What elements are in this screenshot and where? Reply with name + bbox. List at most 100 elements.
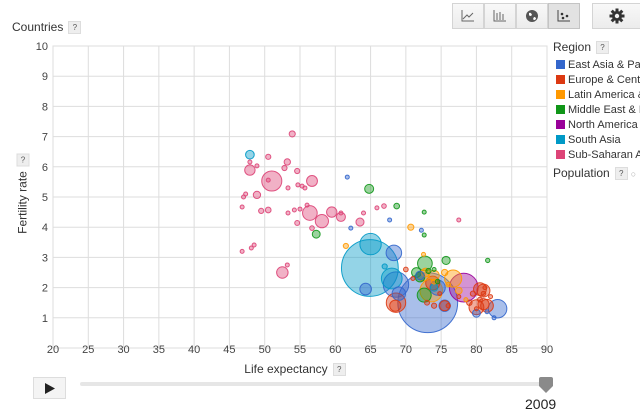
- bubble[interactable]: [314, 214, 329, 229]
- bubble[interactable]: [463, 297, 469, 303]
- bubble[interactable]: [338, 210, 344, 216]
- bubble[interactable]: [445, 281, 452, 288]
- bubble[interactable]: [309, 225, 315, 231]
- bubble[interactable]: [416, 287, 432, 303]
- bubble[interactable]: [285, 210, 291, 216]
- bubble[interactable]: [418, 227, 424, 233]
- bubble[interactable]: [285, 185, 291, 191]
- bubble[interactable]: [355, 217, 365, 227]
- size-legend-title[interactable]: Population? ○: [553, 166, 636, 181]
- bubble[interactable]: [304, 202, 310, 208]
- help-icon[interactable]: ?: [614, 167, 628, 181]
- bubble[interactable]: [424, 299, 430, 306]
- bubble[interactable]: [440, 268, 449, 277]
- bubble[interactable]: [284, 262, 290, 268]
- bubble[interactable]: [385, 244, 403, 262]
- bubble[interactable]: [380, 267, 403, 290]
- bubble[interactable]: [491, 315, 497, 321]
- bubble[interactable]: [254, 163, 260, 169]
- bubble[interactable]: [439, 300, 451, 312]
- bubble[interactable]: [429, 283, 439, 292]
- bubble[interactable]: [247, 159, 253, 165]
- bubble[interactable]: [245, 149, 255, 160]
- bubble[interactable]: [410, 276, 416, 282]
- bubble[interactable]: [258, 207, 265, 214]
- bubble[interactable]: [420, 251, 427, 257]
- bubble-chart-button[interactable]: [548, 3, 580, 29]
- bubble[interactable]: [361, 210, 367, 216]
- time-slider-handle[interactable]: [539, 377, 553, 393]
- bubble[interactable]: [387, 217, 393, 223]
- bubble[interactable]: [430, 302, 438, 309]
- bubble[interactable]: [445, 303, 451, 309]
- bubble[interactable]: [295, 182, 301, 188]
- bubble[interactable]: [311, 229, 321, 239]
- bubble[interactable]: [252, 190, 262, 200]
- bubble[interactable]: [265, 153, 272, 160]
- bubble[interactable]: [276, 266, 289, 279]
- settings-button[interactable]: [592, 3, 640, 29]
- bubble[interactable]: [381, 203, 387, 209]
- bubble[interactable]: [437, 291, 443, 297]
- time-slider[interactable]: [80, 382, 546, 386]
- bubble[interactable]: [471, 308, 481, 318]
- help-icon[interactable]: ?: [596, 41, 610, 55]
- bubble[interactable]: [288, 130, 296, 138]
- bubble[interactable]: [431, 266, 437, 272]
- bubble[interactable]: [302, 205, 318, 221]
- y-axis-selector[interactable]: Fertility rate?: [16, 139, 31, 249]
- bubble[interactable]: [359, 282, 372, 296]
- bubble[interactable]: [473, 306, 479, 312]
- bubble[interactable]: [477, 298, 490, 311]
- bubble[interactable]: [281, 164, 288, 172]
- bubble[interactable]: [456, 217, 462, 223]
- bubble[interactable]: [415, 270, 425, 281]
- map-button[interactable]: [516, 3, 548, 29]
- bubble[interactable]: [359, 232, 382, 256]
- bubble[interactable]: [420, 267, 431, 278]
- bubble[interactable]: [302, 185, 308, 191]
- bubble[interactable]: [466, 299, 473, 306]
- bubble[interactable]: [283, 158, 291, 166]
- bubble[interactable]: [480, 290, 487, 297]
- bubble[interactable]: [239, 248, 245, 254]
- bubble[interactable]: [291, 207, 297, 213]
- bubble[interactable]: [407, 223, 415, 231]
- bubble[interactable]: [434, 278, 441, 285]
- play-button[interactable]: [33, 377, 66, 399]
- bubble[interactable]: [482, 285, 488, 291]
- bubble[interactable]: [389, 299, 402, 312]
- bubble[interactable]: [297, 206, 303, 212]
- bubble[interactable]: [261, 170, 283, 192]
- legend-item[interactable]: Latin America & Caribbean: [556, 88, 640, 102]
- bubble[interactable]: [239, 204, 245, 210]
- bubble[interactable]: [335, 211, 346, 222]
- bubble[interactable]: [425, 267, 432, 275]
- bubble[interactable]: [444, 269, 463, 288]
- bubble[interactable]: [264, 206, 272, 214]
- bubble[interactable]: [469, 290, 476, 297]
- bubble[interactable]: [403, 266, 409, 273]
- bubble[interactable]: [421, 232, 427, 238]
- x-axis-selector[interactable]: Life expectancy?: [220, 362, 370, 377]
- entity-selector[interactable]: Countries?: [12, 20, 82, 35]
- bubble[interactable]: [393, 202, 401, 210]
- bubble[interactable]: [421, 209, 427, 215]
- bubble[interactable]: [454, 286, 463, 295]
- legend-item[interactable]: South Asia: [556, 133, 640, 147]
- bubble[interactable]: [441, 255, 451, 266]
- help-icon[interactable]: ?: [332, 363, 346, 377]
- color-legend-title[interactable]: Region?: [553, 40, 610, 55]
- bubble[interactable]: [306, 175, 318, 187]
- legend-item[interactable]: Middle East & North Africa: [556, 103, 640, 117]
- bubble[interactable]: [374, 205, 380, 211]
- bubble[interactable]: [348, 225, 354, 231]
- bubble[interactable]: [364, 183, 375, 194]
- bubble[interactable]: [485, 257, 491, 264]
- bubble[interactable]: [244, 164, 256, 176]
- bubble[interactable]: [456, 294, 462, 300]
- bubble[interactable]: [381, 263, 388, 270]
- bubble[interactable]: [243, 191, 249, 197]
- bubble[interactable]: [294, 167, 301, 175]
- bubble[interactable]: [476, 296, 483, 303]
